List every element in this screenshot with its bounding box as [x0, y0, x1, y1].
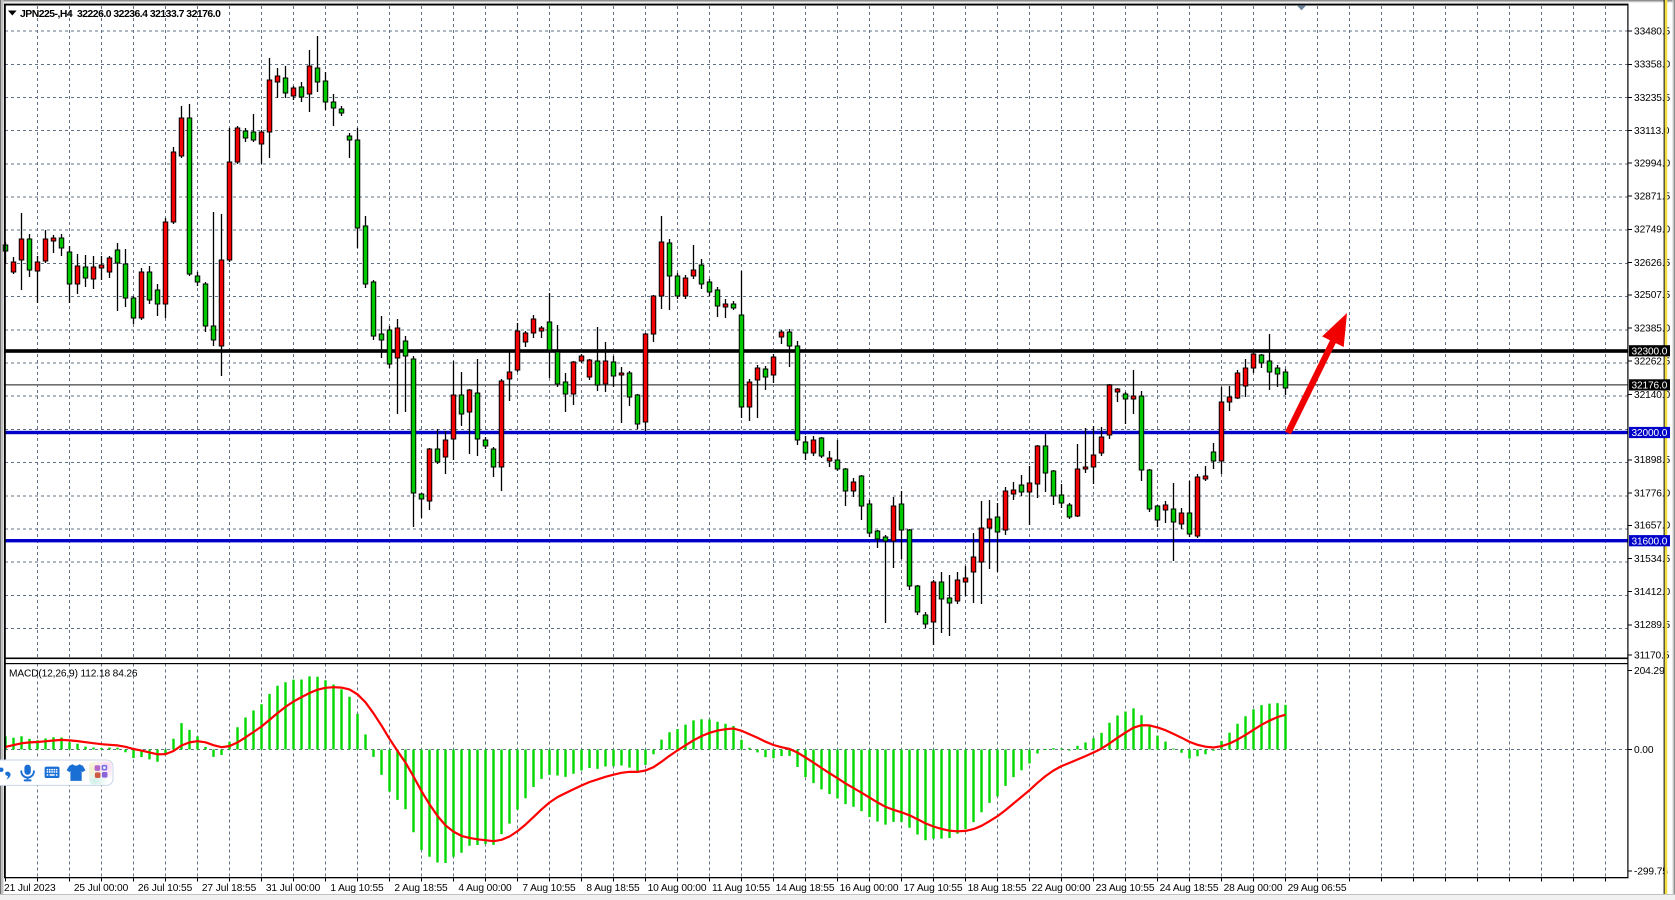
- svg-text:33480.5: 33480.5: [1634, 27, 1671, 38]
- svg-text:14 Aug 18:55: 14 Aug 18:55: [776, 883, 835, 894]
- svg-text:-299.75: -299.75: [1634, 867, 1668, 878]
- svg-text:24 Aug 18:55: 24 Aug 18:55: [1160, 883, 1219, 894]
- svg-text:21 Jul 2023: 21 Jul 2023: [4, 883, 56, 894]
- svg-text:32176.0: 32176.0: [1632, 381, 1668, 392]
- svg-text:204.29: 204.29: [1634, 666, 1665, 677]
- svg-text:28 Aug 00:00: 28 Aug 00:00: [1224, 883, 1283, 894]
- svg-text:31289.5: 31289.5: [1634, 620, 1671, 631]
- svg-text:16 Aug 00:00: 16 Aug 00:00: [840, 883, 899, 894]
- svg-text:32871.5: 32871.5: [1634, 192, 1671, 203]
- svg-text:31600.0: 31600.0: [1632, 536, 1668, 547]
- svg-text:32300.0: 32300.0: [1632, 346, 1668, 357]
- svg-text:2 Aug 18:55: 2 Aug 18:55: [394, 883, 448, 894]
- svg-text:1 Aug 10:55: 1 Aug 10:55: [330, 883, 384, 894]
- svg-text:25 Jul 00:00: 25 Jul 00:00: [74, 883, 129, 894]
- svg-text:33113.0: 33113.0: [1634, 126, 1670, 137]
- svg-text:29 Aug 06:55: 29 Aug 06:55: [1288, 883, 1347, 894]
- svg-text:32262.5: 32262.5: [1634, 357, 1671, 368]
- svg-text:4 Aug 00:00: 4 Aug 00:00: [458, 883, 512, 894]
- svg-text:26 Jul 10:55: 26 Jul 10:55: [138, 883, 193, 894]
- svg-text:32385.0: 32385.0: [1634, 323, 1671, 334]
- svg-text:JPN225-,H4 32226.0 32236.4 32: JPN225-,H4 32226.0 32236.4 32133.7 32176…: [20, 9, 221, 20]
- svg-text:32140.0: 32140.0: [1634, 390, 1671, 401]
- svg-text:27 Jul 18:55: 27 Jul 18:55: [202, 883, 257, 894]
- svg-text:31 Jul 00:00: 31 Jul 00:00: [266, 883, 321, 894]
- svg-text:18 Aug 18:55: 18 Aug 18:55: [968, 883, 1027, 894]
- svg-text:32626.5: 32626.5: [1634, 258, 1671, 269]
- svg-text:31170.5: 31170.5: [1634, 651, 1670, 662]
- svg-text:10 Aug 00:00: 10 Aug 00:00: [648, 883, 707, 894]
- svg-text:23 Aug 10:55: 23 Aug 10:55: [1096, 883, 1155, 894]
- svg-text:31657.0: 31657.0: [1634, 521, 1671, 532]
- svg-text:31412.0: 31412.0: [1634, 587, 1671, 598]
- svg-text:0.00: 0.00: [1634, 745, 1654, 756]
- svg-text:32507.5: 32507.5: [1634, 290, 1671, 301]
- svg-text:11 Aug 10:55: 11 Aug 10:55: [712, 883, 771, 894]
- svg-text:33235.5: 33235.5: [1634, 93, 1671, 104]
- svg-text:22 Aug 00:00: 22 Aug 00:00: [1032, 883, 1091, 894]
- svg-text:8 Aug 18:55: 8 Aug 18:55: [586, 883, 640, 894]
- svg-text:7 Aug 10:55: 7 Aug 10:55: [522, 883, 576, 894]
- svg-text:17 Aug 10:55: 17 Aug 10:55: [904, 883, 963, 894]
- svg-text:31776.0: 31776.0: [1634, 488, 1671, 499]
- svg-text:33358.0: 33358.0: [1634, 60, 1671, 71]
- svg-text:32000.0: 32000.0: [1632, 428, 1668, 439]
- svg-text:32994.0: 32994.0: [1634, 158, 1671, 169]
- svg-text:MACD(12,26,9) 112.18 84.26: MACD(12,26,9) 112.18 84.26: [9, 669, 138, 680]
- svg-text:31534.5: 31534.5: [1634, 554, 1671, 565]
- svg-text:32749.0: 32749.0: [1634, 225, 1671, 236]
- svg-text:31898.5: 31898.5: [1634, 455, 1671, 466]
